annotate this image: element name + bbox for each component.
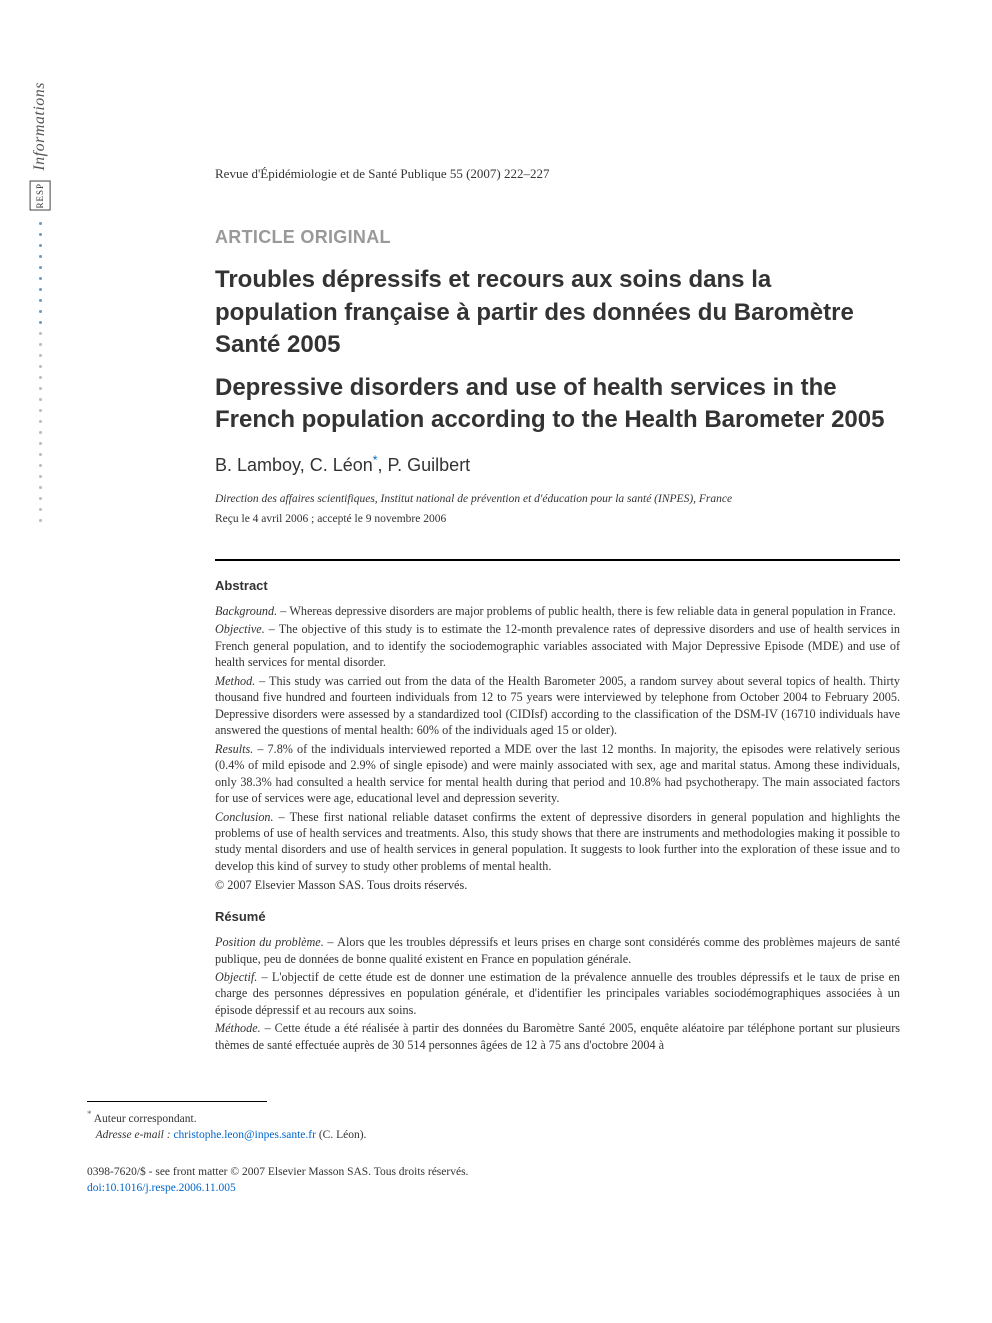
sidebar-dot (39, 387, 42, 390)
resume-position: Position du problème. – Alors que les tr… (215, 934, 900, 967)
abstract-results: Results. – 7.8% of the individuals inter… (215, 741, 900, 807)
sidebar-dot (39, 321, 42, 324)
abstract-copyright: © 2007 Elsevier Masson SAS. Tous droits … (215, 877, 900, 893)
title-french: Troubles dépressifs et recours aux soins… (215, 264, 900, 361)
footer-copyright: 0398-7620/$ - see front matter © 2007 El… (87, 1165, 900, 1181)
sidebar-dot (39, 464, 42, 467)
sidebar-dot (39, 486, 42, 489)
journal-reference: Revue d'Épidémiologie et de Santé Publiq… (215, 165, 900, 183)
label-conclusion: Conclusion. – (215, 810, 290, 824)
abstract-heading: Abstract (215, 577, 900, 595)
sidebar-dot (39, 409, 42, 412)
label-method: Method. – (215, 674, 269, 688)
sidebar-dot (39, 244, 42, 247)
sidebar-dot (39, 354, 42, 357)
abstract-background: Background. – Whereas depressive disorde… (215, 603, 900, 619)
sidebar-dot (39, 266, 42, 269)
article-dates: Reçu le 4 avril 2006 ; accepté le 9 nove… (215, 511, 900, 527)
footer-block: 0398-7620/$ - see front matter © 2007 El… (87, 1165, 900, 1196)
separator-rule (215, 559, 900, 561)
footnote-block: * Auteur correspondant. Adresse e-mail :… (87, 1108, 900, 1143)
footnote-rule (87, 1101, 267, 1102)
sidebar-dot (39, 255, 42, 258)
abstract-objective: Objective. – The objective of this study… (215, 621, 900, 670)
sidebar-dot (39, 453, 42, 456)
sidebar-dot (39, 288, 42, 291)
sidebar-label: Informations (29, 82, 51, 171)
resume-heading: Résumé (215, 908, 900, 926)
author-2: C. Léon (310, 455, 373, 475)
sidebar-dot (39, 299, 42, 302)
label-objective: Objective. – (215, 622, 279, 636)
article-type: ARTICLE ORIGINAL (215, 225, 900, 250)
affiliation: Direction des affaires scientifiques, In… (215, 491, 900, 507)
sidebar-dot (39, 475, 42, 478)
sidebar-dot (39, 519, 42, 522)
footnote-email-link[interactable]: christophe.leon@inpes.sante.fr (173, 1129, 315, 1141)
authors-line: B. Lamboy, C. Léon*, P. Guilbert (215, 452, 900, 478)
label-methode: Méthode. – (215, 1021, 275, 1035)
sidebar-dot (39, 233, 42, 236)
sidebar-dot (39, 365, 42, 368)
label-position: Position du problème. – (215, 935, 337, 949)
label-background: Background. – (215, 604, 289, 618)
sidebar-badge: RESP (30, 181, 51, 211)
sidebar-dot (39, 376, 42, 379)
sidebar-dot (39, 497, 42, 500)
corresponding-asterisk: * (373, 453, 378, 467)
resume-objectif: Objectif. – L'objectif de cette étude es… (215, 969, 900, 1018)
author-3: P. Guilbert (387, 455, 470, 475)
sidebar-dot (39, 398, 42, 401)
page-content: Revue d'Épidémiologie et de Santé Publiq… (0, 0, 992, 1236)
footnote-asterisk: * (87, 1109, 92, 1119)
footnote-corresponding: * Auteur correspondant. (87, 1108, 900, 1127)
sidebar-strip: Informations RESP (28, 82, 52, 522)
footnote-email-author: (C. Léon). (316, 1129, 366, 1141)
sidebar-dot (39, 420, 42, 423)
sidebar-dot (39, 343, 42, 346)
abstract-method: Method. – This study was carried out fro… (215, 673, 900, 739)
sidebar-dot (39, 332, 42, 335)
footnote-email-label: Adresse e-mail : (96, 1129, 174, 1141)
author-1: B. Lamboy (215, 455, 300, 475)
footnote-email-line: Adresse e-mail : christophe.leon@inpes.s… (87, 1128, 900, 1144)
label-results: Results. – (215, 742, 268, 756)
abstract-section: Abstract Background. – Whereas depressiv… (215, 577, 900, 894)
resume-section: Résumé Position du problème. – Alors que… (215, 908, 900, 1053)
sidebar-dot (39, 277, 42, 280)
label-objectif: Objectif. – (215, 970, 272, 984)
sidebar-dot (39, 222, 42, 225)
resume-methode: Méthode. – Cette étude a été réalisée à … (215, 1020, 900, 1053)
sidebar-dot (39, 310, 42, 313)
sidebar-dots (39, 222, 42, 522)
sidebar-dot (39, 508, 42, 511)
footer-doi-link[interactable]: doi:10.1016/j.respe.2006.11.005 (87, 1182, 236, 1194)
sidebar-dot (39, 442, 42, 445)
abstract-conclusion: Conclusion. – These first national relia… (215, 809, 900, 875)
sidebar-dot (39, 431, 42, 434)
title-english: Depressive disorders and use of health s… (215, 372, 900, 437)
